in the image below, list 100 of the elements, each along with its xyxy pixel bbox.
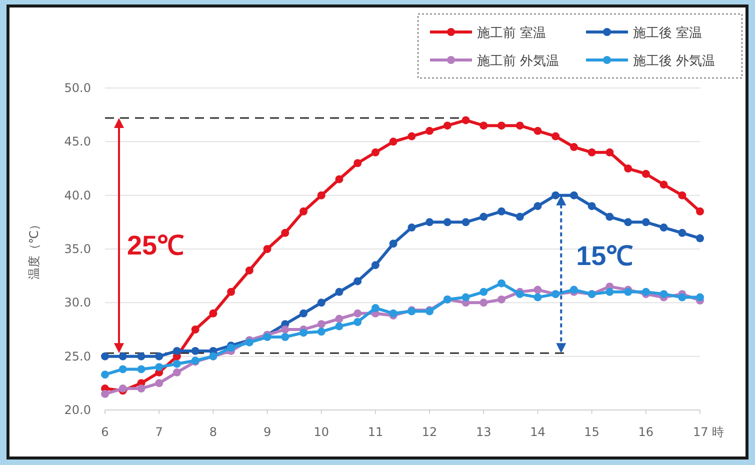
point bbox=[191, 346, 200, 355]
point bbox=[497, 279, 506, 288]
point bbox=[497, 122, 506, 130]
point bbox=[335, 175, 344, 184]
point bbox=[155, 379, 164, 388]
point bbox=[317, 320, 326, 328]
point bbox=[335, 288, 344, 296]
point bbox=[281, 326, 290, 334]
y-tick-label: 40.0 bbox=[64, 188, 91, 202]
point bbox=[642, 170, 650, 178]
point bbox=[443, 218, 452, 226]
point bbox=[335, 322, 344, 330]
point bbox=[606, 212, 614, 221]
annotation: 15℃ bbox=[576, 241, 634, 272]
point bbox=[462, 116, 470, 124]
point bbox=[118, 365, 127, 374]
x-tick-label: 7 bbox=[155, 425, 163, 439]
legend-label: 施工後 外気温 bbox=[633, 54, 716, 69]
point bbox=[300, 328, 308, 337]
x-tick-label: 8 bbox=[209, 425, 217, 439]
point bbox=[678, 228, 686, 237]
point bbox=[497, 295, 506, 304]
point bbox=[300, 309, 308, 318]
y-tick-label: 35.0 bbox=[64, 242, 91, 256]
point bbox=[660, 180, 668, 189]
point bbox=[516, 290, 524, 298]
y-tick-label: 25.0 bbox=[64, 349, 91, 364]
point bbox=[155, 363, 164, 372]
point bbox=[317, 298, 326, 307]
annotation: 25℃ bbox=[127, 230, 184, 260]
point bbox=[480, 212, 488, 221]
point bbox=[137, 352, 146, 360]
x-tick-label: 14 bbox=[530, 425, 546, 439]
x-tick-label: 17 時 bbox=[693, 425, 724, 439]
point bbox=[516, 212, 524, 221]
point bbox=[172, 360, 181, 368]
y-tick-label: 50.0 bbox=[64, 81, 91, 95]
point bbox=[696, 293, 704, 302]
point bbox=[660, 290, 668, 298]
point bbox=[678, 293, 686, 302]
point bbox=[371, 148, 380, 156]
point bbox=[624, 164, 632, 172]
point bbox=[137, 365, 146, 374]
point bbox=[480, 288, 488, 296]
point bbox=[263, 333, 272, 342]
x-tick-label: 15 bbox=[584, 425, 600, 439]
point bbox=[137, 384, 146, 393]
y-tick-label: 20.0 bbox=[64, 403, 91, 417]
point bbox=[245, 266, 254, 274]
point bbox=[389, 309, 398, 318]
point bbox=[642, 288, 650, 296]
point bbox=[606, 148, 614, 156]
point bbox=[426, 126, 434, 135]
point bbox=[606, 288, 614, 296]
point bbox=[317, 328, 326, 336]
point bbox=[588, 202, 596, 210]
point bbox=[462, 293, 470, 302]
point bbox=[389, 138, 398, 146]
point bbox=[696, 207, 704, 216]
legend-label: 施工前 外気温 bbox=[477, 54, 560, 69]
point bbox=[371, 304, 380, 312]
point bbox=[209, 309, 218, 318]
point bbox=[534, 293, 542, 302]
point bbox=[300, 207, 308, 216]
point bbox=[426, 218, 434, 226]
point bbox=[389, 240, 398, 248]
point bbox=[570, 191, 578, 200]
point bbox=[516, 122, 524, 130]
point bbox=[354, 318, 362, 326]
point bbox=[696, 234, 704, 242]
point bbox=[281, 333, 290, 342]
point bbox=[480, 122, 488, 130]
point bbox=[534, 126, 542, 135]
point bbox=[678, 191, 686, 200]
point bbox=[354, 309, 362, 318]
point bbox=[534, 286, 542, 294]
point bbox=[354, 277, 362, 286]
x-tick-label: 6 bbox=[101, 425, 109, 439]
point bbox=[552, 132, 560, 140]
y-tick-label: 30.0 bbox=[64, 296, 91, 310]
legend-label: 施工前 室温 bbox=[477, 25, 546, 41]
point bbox=[155, 352, 164, 360]
legend-label: 施工後 室温 bbox=[633, 25, 702, 41]
x-tick-label: 13 bbox=[476, 425, 492, 439]
point bbox=[534, 202, 542, 210]
point bbox=[624, 218, 632, 226]
x-tick-label: 11 bbox=[368, 425, 384, 439]
point bbox=[443, 122, 452, 130]
point bbox=[317, 191, 326, 200]
y-tick-label: 45.0 bbox=[64, 134, 91, 149]
point bbox=[281, 228, 290, 237]
point bbox=[570, 143, 578, 152]
point bbox=[172, 346, 181, 355]
point bbox=[101, 352, 109, 360]
point bbox=[227, 288, 236, 296]
point bbox=[642, 218, 650, 226]
point bbox=[552, 191, 560, 200]
point bbox=[462, 218, 470, 226]
point bbox=[101, 390, 109, 398]
point bbox=[263, 245, 272, 253]
